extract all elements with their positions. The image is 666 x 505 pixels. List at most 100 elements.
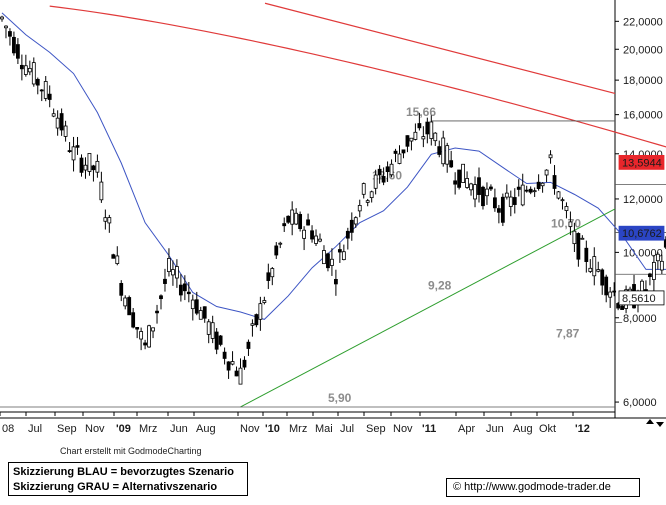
x-tick-label: Jun — [170, 423, 188, 435]
legend-grey-scenario: Skizzierung GRAU = Alternativszenario — [13, 481, 218, 493]
candle-body — [349, 219, 354, 233]
candle-body — [485, 188, 489, 197]
candle-body — [492, 197, 497, 209]
candle-body — [421, 136, 426, 140]
candle-body — [322, 250, 326, 265]
candle-body — [178, 284, 183, 296]
candle-body — [27, 67, 32, 73]
scroll-down-icon[interactable] — [656, 422, 664, 427]
candle-body — [286, 215, 291, 223]
price-box-label: 8,5610 — [622, 293, 656, 305]
candle-body — [449, 160, 454, 168]
candle-body — [39, 89, 44, 92]
price-box — [618, 154, 665, 170]
x-tick-label: Sep — [57, 423, 77, 435]
candle-body — [465, 178, 469, 188]
level-label: 10,70 — [551, 217, 581, 231]
candle-body — [429, 121, 434, 139]
candle-body — [413, 131, 418, 140]
candle-body — [190, 299, 195, 310]
candle-body — [508, 196, 513, 207]
scroll-up-icon[interactable] — [646, 419, 654, 424]
legend-blue-scenario: Skizzierung BLAU = bevorzugtes Szenario — [13, 466, 234, 478]
x-tick-label: 08 — [2, 423, 14, 435]
candle-body — [604, 276, 609, 296]
candle-body — [115, 255, 120, 264]
candle-body — [330, 258, 334, 266]
candle-body — [385, 166, 390, 173]
y-tick-label: 20,0000 — [623, 44, 663, 56]
candle-body — [365, 200, 370, 203]
candle-body — [159, 295, 163, 300]
x-tick-label: Jul — [340, 423, 354, 435]
x-tick-label: Mrz — [289, 423, 307, 435]
candle-body — [294, 212, 299, 225]
candle-body — [55, 117, 60, 129]
level-label: 5,90 — [328, 391, 352, 405]
candle-body — [592, 256, 597, 277]
candle-body — [258, 303, 263, 320]
candle-body — [119, 283, 124, 296]
candle-body — [417, 123, 422, 129]
source-url[interactable]: © http://www.godmode-trader.de — [446, 478, 640, 497]
candle-body — [242, 359, 247, 368]
y-tick-label: 8,0000 — [623, 313, 657, 325]
candle-body — [47, 93, 52, 100]
candle-body — [397, 153, 402, 164]
candle-body — [123, 297, 128, 307]
candle-body — [83, 164, 88, 171]
candle-body — [135, 327, 140, 330]
candle-body — [139, 331, 144, 340]
x-tick-label: Apr — [458, 423, 475, 435]
candle-body — [481, 186, 485, 207]
candle-body — [262, 300, 267, 303]
level-label: 15,66 — [406, 105, 436, 119]
candle-body — [600, 269, 605, 286]
candle-body — [278, 242, 283, 245]
candle-body — [544, 169, 549, 176]
candle-body — [548, 154, 553, 159]
x-tick-label: Mai — [315, 423, 333, 435]
candle-body — [353, 217, 358, 225]
candle-body — [381, 176, 386, 183]
candle-body — [500, 196, 505, 223]
candle-body — [222, 351, 227, 359]
candle-body — [556, 191, 561, 199]
chart-credit: Chart erstellt mit GodmodeCharting — [60, 446, 202, 456]
x-tick-label: Nov — [393, 423, 413, 435]
x-tick-label: Nov — [240, 423, 260, 435]
candle-body — [369, 191, 374, 199]
candle-body — [4, 25, 8, 29]
candle-body — [337, 249, 342, 253]
candle-body — [425, 121, 430, 135]
candle-body — [23, 65, 28, 75]
candle-body — [95, 160, 100, 173]
candle-body — [186, 291, 191, 295]
candle-body — [234, 370, 239, 377]
candle-body — [361, 183, 366, 195]
candle-body — [12, 36, 16, 54]
candle-body — [596, 269, 601, 272]
candle-body — [202, 306, 207, 319]
candle-body — [552, 175, 557, 189]
price-box — [618, 225, 665, 241]
candle-body — [333, 279, 338, 285]
candle-body — [612, 290, 617, 293]
candle-body — [469, 183, 473, 191]
candle-body — [504, 192, 509, 198]
ma-long-upper-line — [264, 2, 616, 95]
candle-body — [453, 180, 458, 185]
candle-body — [409, 137, 414, 142]
candle-body — [536, 181, 541, 189]
candle-body — [473, 184, 477, 200]
candle-body — [182, 283, 187, 292]
candle-body — [572, 230, 577, 245]
candle-body — [270, 268, 275, 278]
candle-body — [655, 253, 660, 262]
candle-body — [659, 260, 664, 271]
candle-body — [377, 168, 382, 176]
candle-body — [564, 206, 569, 211]
candle-body — [226, 361, 231, 371]
candle-body — [71, 146, 76, 161]
